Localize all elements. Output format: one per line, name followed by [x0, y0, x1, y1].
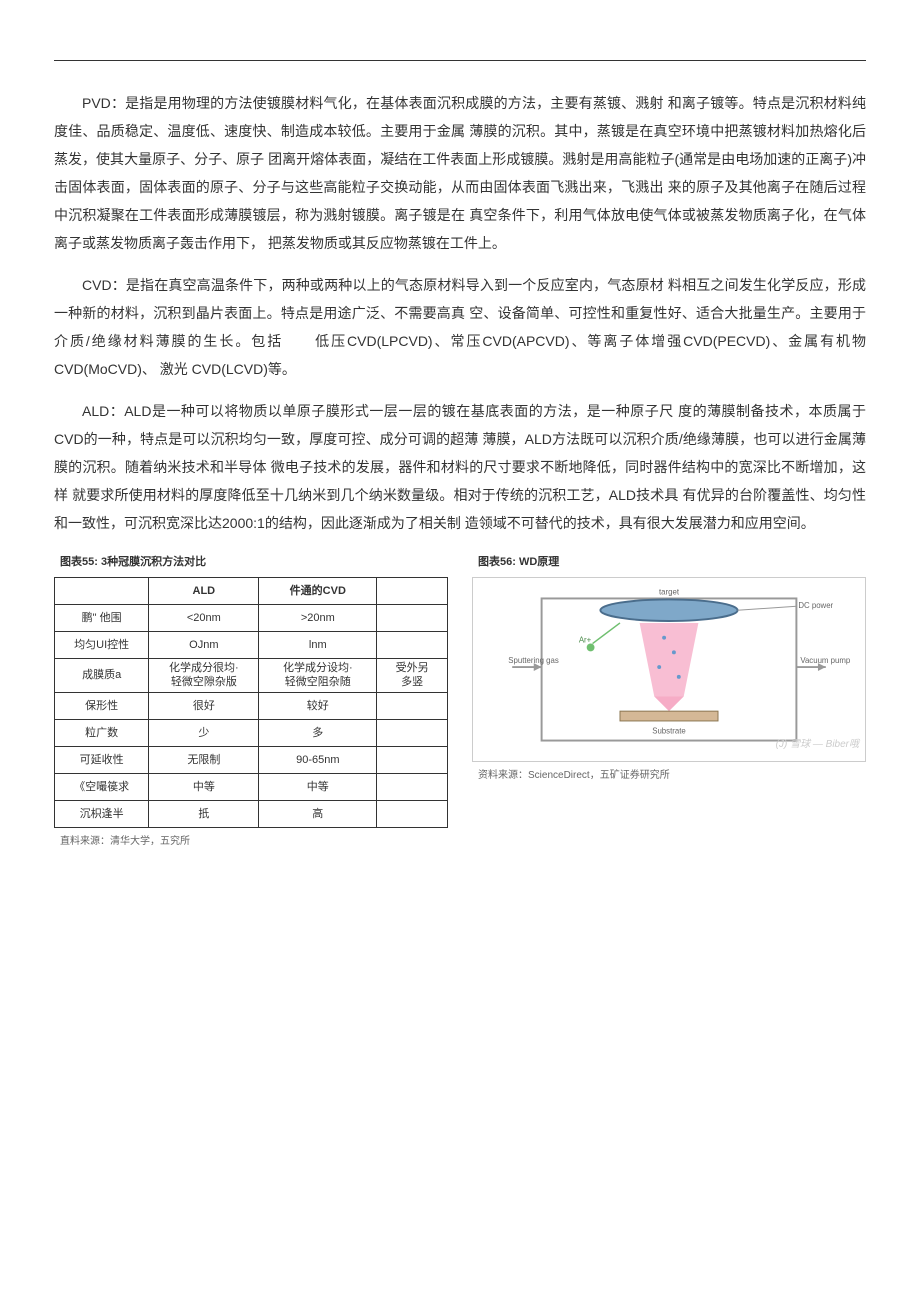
table-row: 《空嘬篌求中等中等	[55, 773, 448, 800]
table-cell: 化学成分设均·轻微空阻杂随	[259, 659, 377, 693]
svg-text:Ar+: Ar+	[579, 636, 592, 645]
figure-56-title: 图表56: WD原理	[478, 551, 866, 573]
row-label: 成膜质a	[55, 659, 149, 693]
table-cell: 中等	[149, 773, 259, 800]
row-label: 《空嘬篌求	[55, 773, 149, 800]
svg-text:Substrate: Substrate	[652, 727, 686, 736]
row-label: 保形性	[55, 692, 149, 719]
table-row: 成膜质a化学成分很均·轻微空隙杂版化学成分设均·轻微空阻杂随受外另多竖	[55, 659, 448, 693]
table-row: 保形性很好较好	[55, 692, 448, 719]
table-cell: lnm	[259, 632, 377, 659]
svg-text:Vacuum pump: Vacuum pump	[800, 656, 851, 665]
watermark: (J) 雪球 — Biber哦	[776, 735, 859, 755]
table-row: 沉枳逢半扺高	[55, 800, 448, 827]
row-label: 沉枳逢半	[55, 800, 149, 827]
table-cell: 90-65nm	[259, 746, 377, 773]
table-cell: 较好	[259, 692, 377, 719]
paragraph-ald: ALD：ALD是一种可以将物质以单原子膜形式一层一层的镀在基底表面的方法，是一种…	[54, 397, 866, 537]
table-cell: 高	[259, 800, 377, 827]
figures-row: 图表55: 3种冠膜沉积方法对比 ALD 件通的CVD 鹏" 他围<20nm>2…	[54, 551, 866, 852]
table-cell	[377, 800, 448, 827]
table-header: ALD	[149, 578, 259, 605]
figure-55: 图表55: 3种冠膜沉积方法对比 ALD 件通的CVD 鹏" 他围<20nm>2…	[54, 551, 448, 852]
figure-55-source: 直料来源：清华大学，五究所	[60, 832, 448, 852]
row-label: 鹏" 他围	[55, 605, 149, 632]
paragraph-pvd: PVD：是指是用物理的方法使镀膜材料气化，在基体表面沉积成膜的方法，主要有蒸镀、…	[54, 89, 866, 257]
wd-diagram-svg: target Substrate Sputtering gas Vacuum pump…	[473, 578, 865, 761]
table-cell	[377, 719, 448, 746]
table-cell: <20nm	[149, 605, 259, 632]
table-cell: 中等	[259, 773, 377, 800]
table-cell: 很好	[149, 692, 259, 719]
table-row: 均匀UI控性OJnmlnm	[55, 632, 448, 659]
table-header: 件通的CVD	[259, 578, 377, 605]
figure-55-title: 图表55: 3种冠膜沉积方法对比	[60, 551, 448, 573]
table-row: 可延收性无限制90-65nm	[55, 746, 448, 773]
table-header	[377, 578, 448, 605]
row-label: 粒广数	[55, 719, 149, 746]
top-rule	[54, 60, 866, 61]
table-cell	[377, 632, 448, 659]
table-cell: 扺	[149, 800, 259, 827]
svg-text:Sputtering gas: Sputtering gas	[508, 656, 559, 665]
pvd-diagram: target Substrate Sputtering gas Vacuum pump…	[472, 577, 866, 762]
row-label: 可延收性	[55, 746, 149, 773]
figure-56: 图表56: WD原理 target Substrate Sputtering gas…	[472, 551, 866, 852]
table-cell	[377, 746, 448, 773]
table-cell	[377, 692, 448, 719]
comparison-table: ALD 件通的CVD 鹏" 他围<20nm>20nm均匀UI控性OJnmlnm成…	[54, 577, 448, 828]
svg-text:target: target	[659, 588, 680, 597]
table-cell: 受外另多竖	[377, 659, 448, 693]
table-cell: 化学成分很均·轻微空隙杂版	[149, 659, 259, 693]
table-cell: 无限制	[149, 746, 259, 773]
paragraph-cvd: CVD：是指在真空高温条件下，两种或两种以上的气态原材料导入到一个反应室内，气态…	[54, 271, 866, 383]
table-cell: OJnm	[149, 632, 259, 659]
table-cell: >20nm	[259, 605, 377, 632]
table-cell	[377, 773, 448, 800]
table-row: 鹏" 他围<20nm>20nm	[55, 605, 448, 632]
table-header	[55, 578, 149, 605]
svg-text:DC power: DC power	[798, 601, 833, 610]
table-row: 粒广数少多	[55, 719, 448, 746]
row-label: 均匀UI控性	[55, 632, 149, 659]
table-cell: 多	[259, 719, 377, 746]
table-cell: 少	[149, 719, 259, 746]
figure-56-source: 资料来源：ScienceDirect，五矿证券研究所	[478, 766, 866, 786]
table-cell	[377, 605, 448, 632]
table-header-row: ALD 件通的CVD	[55, 578, 448, 605]
